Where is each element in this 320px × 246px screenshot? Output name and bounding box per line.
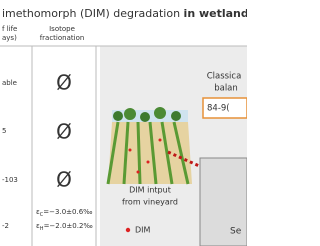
row-label: -103 [2, 176, 18, 184]
header: ays) [2, 34, 17, 42]
row-label: -2 [2, 222, 9, 230]
fractionation: εH=−2.0±0.2‰ [36, 222, 93, 232]
vineyard-illustration [108, 107, 192, 184]
header: Isotope [49, 25, 75, 33]
title: imethomorph (DIM) degradation in wetland [2, 7, 247, 20]
figure: imethomorph (DIM) degradation in wetland… [0, 0, 247, 246]
caption: from vineyard [122, 198, 178, 207]
null-symbol: Ø [56, 120, 72, 144]
row-label: able [2, 79, 17, 87]
caption: DIM intput [129, 186, 171, 195]
right-title: Classica [207, 72, 242, 82]
row-label: 5 [2, 127, 6, 135]
legend-dot [126, 228, 130, 232]
header: f life [2, 25, 17, 33]
header: fractionation [40, 34, 85, 42]
right-title: balan [214, 84, 238, 94]
null-symbol: Ø [56, 168, 72, 192]
range-text: 84-9( [207, 104, 230, 114]
box-text: Se [230, 227, 242, 237]
legend-text: DIM [135, 226, 151, 235]
null-symbol: Ø [56, 71, 72, 95]
fractionation: εC=−3.0±0.6‰ [36, 208, 93, 218]
